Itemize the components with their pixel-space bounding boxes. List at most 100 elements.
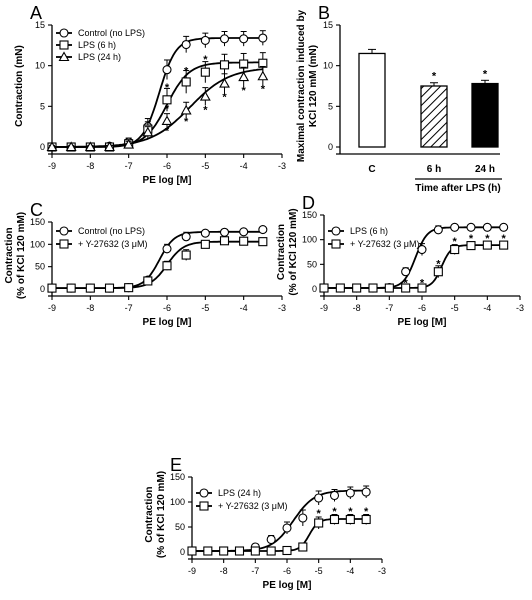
x-tick-label: -4 <box>240 303 248 313</box>
data-point <box>298 513 308 523</box>
legend-entry: LPS (24 h) <box>78 52 121 62</box>
data-point <box>257 70 269 81</box>
data-point <box>200 67 210 77</box>
significance-star: * <box>453 236 458 248</box>
data-point <box>124 283 134 293</box>
x-tick-label: -5 <box>201 303 209 313</box>
x-tick-label: -8 <box>220 566 228 576</box>
data-point <box>238 71 250 82</box>
x-tick-label: -8 <box>86 161 94 171</box>
legend-entry: LPS (6 h) <box>350 226 388 236</box>
significance-star: * <box>222 92 227 104</box>
legend-marker <box>59 40 69 50</box>
y-tick-label: 0 <box>312 284 317 294</box>
data-point <box>298 542 308 552</box>
data-point <box>46 141 58 152</box>
data-point <box>361 487 371 497</box>
data-point <box>319 283 329 293</box>
legend-entry: + Y-27632 (3 μM) <box>218 501 287 511</box>
x-tick-label: -6 <box>163 161 171 171</box>
legend-entry: Control (no LPS) <box>78 28 145 38</box>
y-tick-label: 150 <box>30 217 45 227</box>
y-tick-label: 0 <box>328 142 333 152</box>
significance-star: * <box>184 66 189 78</box>
panel-a: 0 5 10 15 -9 -8 -7 -6 -5 -4 -3 PE log [M] Contractio… <box>14 3 286 186</box>
significance-star: * <box>203 54 208 66</box>
data-point <box>181 232 191 242</box>
fit-curve <box>192 489 367 552</box>
data-point <box>104 141 115 152</box>
data-point <box>162 65 172 75</box>
data-point <box>104 283 115 293</box>
y-tick-label: 5 <box>40 101 45 111</box>
x-tick-label: -9 <box>188 566 196 576</box>
significance-star: * <box>436 258 441 270</box>
data-point <box>181 250 191 260</box>
data-point <box>266 534 276 545</box>
data-point <box>345 488 355 498</box>
y-tick-label: 150 <box>302 210 317 220</box>
y-tick-label: 10 <box>35 61 45 71</box>
data-point <box>335 283 345 293</box>
data-point <box>258 225 268 235</box>
category-label: 6 h <box>427 164 441 175</box>
data-point <box>219 236 230 246</box>
panel-label: A <box>30 3 42 23</box>
data-point <box>345 514 355 525</box>
y-tick-label: 50 <box>35 262 45 272</box>
x-tick-label: -7 <box>125 303 133 313</box>
category-label: 24 h <box>475 164 495 175</box>
data-point <box>219 546 229 556</box>
x-axis-title: PE log [M] <box>398 317 447 328</box>
significance-star: * <box>317 508 322 520</box>
x-tick-label: -6 <box>163 303 171 313</box>
data-point <box>314 518 324 528</box>
x-tick-label: -7 <box>125 161 133 171</box>
data-point <box>142 126 154 137</box>
legend: Control (no LPS) + Y-27632 (3 μM) <box>56 226 147 249</box>
y-tick-label: 10 <box>323 61 333 71</box>
data-point <box>499 240 509 250</box>
x-tick-label: -4 <box>346 566 354 576</box>
x-tick-label: -9 <box>48 161 56 171</box>
legend-marker <box>331 239 341 249</box>
fit-curve <box>192 518 367 552</box>
data-point <box>417 244 427 255</box>
x-tick-label: -7 <box>385 303 393 313</box>
x-tick-label: -5 <box>451 303 459 313</box>
series-1 <box>187 485 371 556</box>
significance-star: * <box>404 278 409 290</box>
significance-star: * <box>483 68 488 80</box>
legend-marker <box>58 51 70 62</box>
x-tick-label: -3 <box>278 303 286 313</box>
fit-curve <box>324 244 504 289</box>
data-point <box>85 283 95 293</box>
x-tick-label: -3 <box>278 161 286 171</box>
y-tick-label: 0 <box>180 547 185 557</box>
y-axis-title: (% of KCl 120 mM) <box>156 471 167 558</box>
data-point <box>162 95 172 105</box>
data-point <box>239 227 249 237</box>
significance-star: * <box>165 126 170 138</box>
data-point <box>187 546 197 556</box>
data-point <box>84 141 96 152</box>
data-point <box>401 283 411 293</box>
data-point <box>219 77 230 88</box>
significance-star: * <box>184 116 189 128</box>
data-point <box>282 523 292 533</box>
bar <box>358 52 386 148</box>
panel-d: 0 50 100 150 -9 -8 -7 -6 -5 -4 -3 PE log [M] Contrac… <box>276 193 524 328</box>
data-point <box>123 138 135 149</box>
x-axis-title: PE log [M] <box>143 175 192 186</box>
data-point <box>200 228 210 238</box>
x-tick-label: -7 <box>251 566 259 576</box>
data-point <box>219 60 230 70</box>
x-tick-label: -8 <box>86 303 94 313</box>
data-point <box>466 222 476 232</box>
data-point <box>466 241 476 251</box>
data-point <box>234 546 245 556</box>
panel-label: C <box>30 200 43 220</box>
significance-star: * <box>242 85 247 97</box>
series-1 <box>319 222 509 293</box>
significance-star: * <box>348 506 353 518</box>
